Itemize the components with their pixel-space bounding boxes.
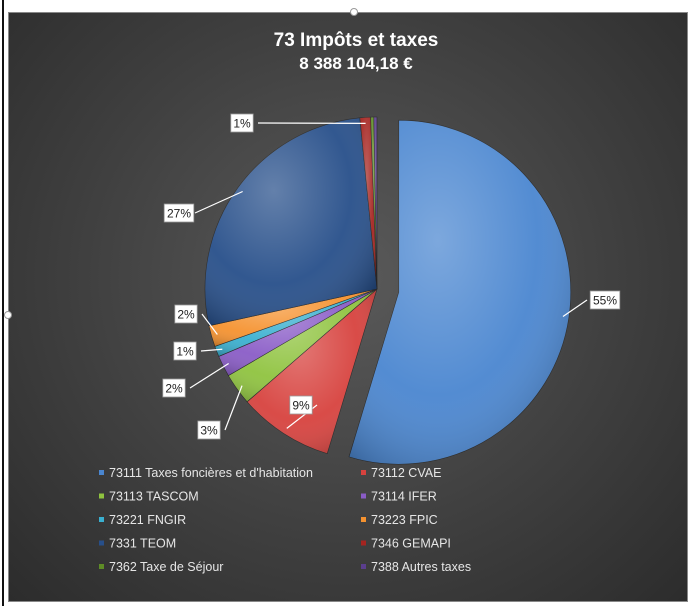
resize-handle-left[interactable]	[4, 311, 12, 319]
legend-swatch	[99, 517, 104, 522]
data-label-text: 1%	[233, 117, 251, 131]
legend-swatch	[361, 540, 366, 546]
pie-chart: 73 Impôts et taxes 8 388 104,18 € 55% 9% 3…	[99, 30, 621, 574]
data-label-text: 2%	[177, 308, 195, 322]
leader-line	[201, 313, 218, 335]
legend-entry: 7331 TEOM	[109, 537, 176, 551]
data-label: 2%	[162, 378, 186, 398]
pie-slice-shading	[208, 289, 377, 347]
leader-line	[224, 385, 243, 431]
data-label-text: 27%	[167, 207, 191, 221]
data-label-text: 55%	[593, 294, 617, 308]
data-label: 9%	[289, 395, 313, 415]
pie-slice-shading	[348, 120, 571, 465]
pie-slice-shading	[214, 289, 377, 357]
leader-lines	[189, 122, 588, 431]
legend-swatch	[99, 470, 104, 475]
leader-line	[562, 299, 588, 317]
pie-slice-shading	[370, 117, 377, 290]
pie-slice-shading	[373, 117, 377, 289]
data-label-text: 3%	[200, 424, 218, 438]
legend-entry: 7362 Taxe de Séjour	[109, 560, 223, 574]
data-label-text: 2%	[165, 382, 183, 396]
legend: 73111 Taxes foncières et d'habitation 731…	[99, 466, 471, 574]
legend-swatch	[361, 493, 366, 499]
legend-swatch	[361, 517, 366, 522]
chart-area[interactable]: 73 Impôts et taxes 8 388 104,18 € 55% 9% 3…	[8, 12, 688, 602]
legend-entry: 7346 GEMAPI	[371, 537, 451, 551]
legend-swatch	[99, 540, 104, 546]
data-label: 2%	[174, 304, 198, 324]
data-label: 27%	[163, 203, 195, 223]
pie-slice-shading	[247, 289, 377, 454]
legend-entry: 73114 IFER	[371, 490, 437, 504]
data-label: 3%	[197, 420, 221, 440]
legend-swatch	[361, 470, 366, 475]
pie-slice-shading	[205, 117, 377, 326]
leader-line	[200, 348, 223, 352]
legend-entry: 7388 Autres taxes	[371, 560, 471, 574]
legend-entry: 73112 CVAE	[371, 466, 441, 480]
leader-line	[194, 190, 243, 214]
resize-handle-top[interactable]	[350, 8, 358, 16]
legend-swatch	[361, 564, 366, 569]
leader-line	[189, 362, 229, 389]
pie-slice-shading	[228, 289, 377, 402]
legend-entry: 73111 Taxes foncières et d'habitation	[109, 466, 313, 480]
data-labels: 55% 9% 3% 2% 1% 2% 27% 1%	[162, 113, 621, 440]
pie-slice-shading	[218, 289, 377, 376]
legend-entry: 73113 TASCOM	[109, 490, 199, 504]
data-label: 1%	[173, 341, 197, 361]
data-label: 55%	[589, 290, 621, 310]
legend-entry: 73223 FPIC	[371, 513, 438, 527]
pie-slice-shading	[359, 117, 377, 289]
chart-title: 73 Impôts et taxes	[274, 30, 439, 51]
data-label: 1%	[230, 113, 254, 133]
data-label-text: 9%	[292, 399, 310, 413]
legend-entry: 73221 FNGIR	[109, 513, 186, 527]
pie-slices	[204, 116, 572, 465]
data-label-text: 1%	[176, 345, 194, 359]
chart-subtitle: 8 388 104,18 €	[299, 54, 413, 73]
legend-swatch	[99, 564, 104, 569]
left-edge-rule	[2, 0, 4, 606]
legend-swatch	[99, 493, 104, 499]
